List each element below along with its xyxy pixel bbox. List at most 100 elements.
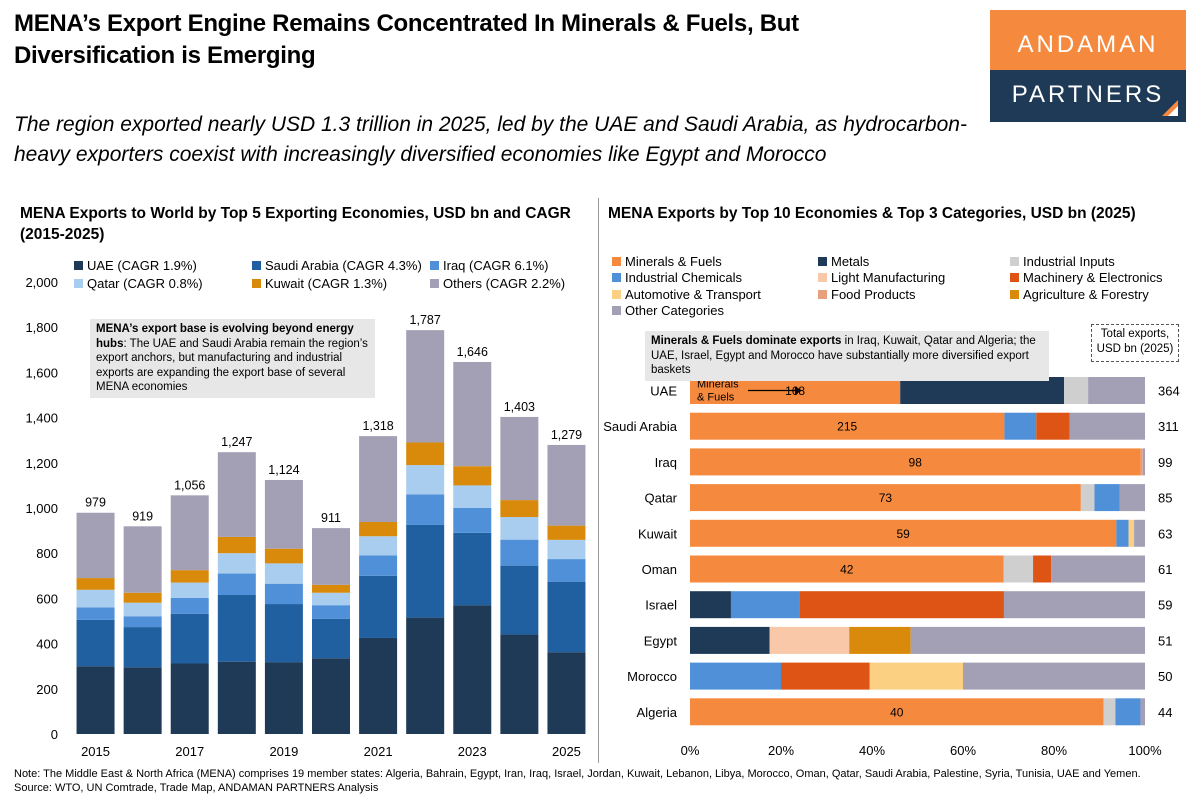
- bar-segment-iraq: [453, 508, 492, 533]
- bar-segment-others: [76, 512, 115, 579]
- bar-segment-metals: [690, 591, 731, 619]
- bar-segment-others: [217, 452, 256, 537]
- row-label: Israel: [645, 598, 677, 613]
- legend-label: Automotive & Transport: [625, 287, 761, 302]
- bar-segment-other-categories: [910, 626, 1145, 654]
- legend-swatch: [1010, 273, 1019, 282]
- x-tick-label: 40%: [859, 743, 885, 758]
- bar-segment-iraq: [500, 539, 539, 566]
- legend-swatch: [252, 261, 261, 270]
- brand-logo: ANDAMAN PARTNERS: [990, 10, 1186, 122]
- bar-total-label: 1,124: [268, 463, 299, 477]
- legend-label: Saudi Arabia (CAGR 4.3%): [265, 258, 422, 273]
- right-annotation-text: in Iraq, Kuwait, Qatar and Algeria; the …: [651, 335, 1036, 376]
- legend-item-agriculture-forestry: Agriculture & Forestry: [1010, 287, 1149, 303]
- bar-segment-kuwait: [170, 570, 209, 583]
- bar-segment-agriculture-forestry: [849, 626, 911, 654]
- legend-item-other-categories: Other Categories: [612, 303, 724, 319]
- row-total-label: 51: [1158, 633, 1172, 648]
- bar-segment-minerals-fuels: [690, 698, 1104, 726]
- legend-swatch: [252, 279, 261, 288]
- bar-segment-machinery-electronics: [781, 662, 870, 690]
- legend-item-qatar: Qatar (CAGR 0.8%): [74, 276, 203, 292]
- bar-segment-uae: [264, 662, 303, 734]
- bar-segment-others: [453, 362, 492, 467]
- bar-segment-uae: [312, 658, 350, 734]
- x-tick-label: 2015: [81, 744, 110, 759]
- bar-total-label: 1,247: [221, 435, 252, 449]
- legend-item-automotive-transport: Automotive & Transport: [612, 287, 761, 303]
- bar-segment-other-categories: [1142, 448, 1145, 476]
- bar-segment-light-manufacturing: [769, 626, 850, 654]
- bar-segment-qatar: [500, 517, 539, 540]
- y-tick-label: 600: [36, 591, 58, 606]
- row-label: Morocco: [627, 669, 677, 684]
- bar-segment-uae: [359, 637, 398, 734]
- bar-total-label: 1,056: [174, 478, 205, 492]
- bar-segment-qatar: [312, 592, 350, 606]
- bar-segment-others: [547, 444, 586, 526]
- bar-segment-other-categories: [1003, 591, 1145, 619]
- legend-swatch: [74, 279, 83, 288]
- bar-segment-iraq: [264, 583, 303, 605]
- bar-segment-others: [406, 330, 445, 443]
- legend-label: Light Manufacturing: [831, 270, 946, 285]
- bar-segment-uae: [123, 667, 162, 734]
- bar-segment-saudi-arabia: [547, 581, 586, 653]
- bar-segment-saudi-arabia: [264, 604, 303, 663]
- row-total-label: 311: [1158, 419, 1179, 434]
- row-total-label: 63: [1158, 526, 1172, 541]
- bar-segment-uae: [76, 666, 115, 734]
- y-tick-label: 200: [36, 682, 58, 697]
- segment-value-label: 59: [896, 527, 910, 541]
- total-exports-box: Total exports, USD bn (2025): [1091, 324, 1179, 362]
- footer: Note: The Middle East & North Africa (ME…: [14, 767, 1194, 795]
- legend-label: Food Products: [831, 287, 916, 302]
- bar-segment-other-categories: [1140, 698, 1145, 726]
- bar-segment-industrial-inputs: [1064, 377, 1089, 404]
- legend-label: Minerals & Fuels: [625, 254, 722, 269]
- logo-mark-icon: [1162, 100, 1178, 116]
- bar-segment-others: [500, 416, 539, 501]
- bar-segment-uae: [547, 652, 586, 734]
- right-annotation-bold: Minerals & Fuels dominate exports: [651, 335, 842, 347]
- x-tick-label: 2025: [552, 744, 581, 759]
- segment-value-label: 40: [890, 705, 904, 719]
- bar-segment-kuwait: [312, 584, 350, 593]
- bar-segment-automotive-transport: [1128, 519, 1135, 547]
- bar-segment-minerals-fuels: [690, 484, 1081, 512]
- bar-total-label: 1,787: [410, 313, 441, 327]
- legend-item-industrial-chemicals: Industrial Chemicals: [612, 270, 742, 286]
- legend-item-machinery-electronics: Machinery & Electronics: [1010, 270, 1162, 286]
- page-title: MENA’s Export Engine Remains Concentrate…: [14, 10, 799, 69]
- bar-total-label: 911: [321, 511, 341, 525]
- bar-segment-iraq: [406, 494, 445, 525]
- right-chart-annotation: Minerals & Fuels dominate exports in Ira…: [645, 331, 1049, 381]
- bar-segment-qatar: [170, 582, 209, 598]
- bar-segment-uae: [170, 663, 209, 734]
- bar-total-label: 1,403: [504, 400, 535, 414]
- bar-segment-qatar: [76, 589, 115, 608]
- bar-segment-others: [264, 479, 303, 549]
- right-chart-svg: UAE168364Saudi Arabia215311Iraq9899Qatar…: [603, 377, 1180, 758]
- bar-segment-kuwait: [76, 578, 115, 590]
- bar-segment-other-categories: [1134, 519, 1145, 547]
- row-total-label: 61: [1158, 562, 1172, 577]
- callout-label-line2: & Fuels: [697, 392, 735, 404]
- bar-segment-uae: [406, 617, 445, 734]
- bar-segment-industrial-chemicals: [690, 662, 781, 690]
- bar-segment-metals: [900, 377, 1065, 404]
- y-tick-label: 1,800: [25, 320, 58, 335]
- callout-label-line1: Minerals: [697, 379, 739, 391]
- legend-swatch: [612, 290, 621, 299]
- bar-segment-minerals-fuels: [690, 519, 1117, 547]
- legend-label: UAE (CAGR 1.9%): [87, 258, 197, 273]
- bar-segment-kuwait: [547, 525, 586, 540]
- bar-segment-industrial-chemicals: [1115, 698, 1141, 726]
- x-tick-label: 2019: [269, 744, 298, 759]
- legend-swatch: [612, 257, 621, 266]
- bar-segment-saudi-arabia: [123, 627, 162, 668]
- bar-segment-other-categories: [963, 662, 1145, 690]
- x-tick-label: 100%: [1128, 743, 1162, 758]
- row-total-label: 50: [1158, 669, 1172, 684]
